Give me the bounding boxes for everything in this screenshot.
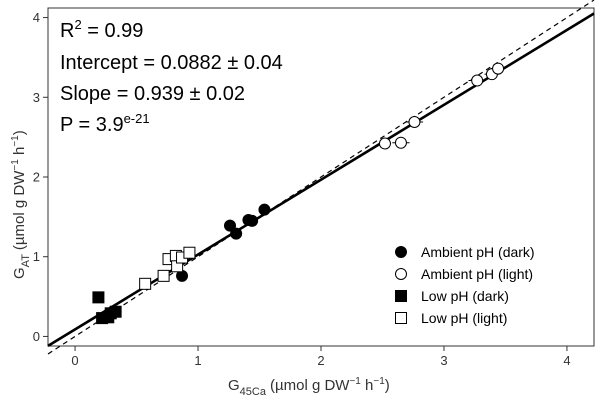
x-tick-label: 3 <box>440 353 447 368</box>
legend-label-lowph-light: Low pH (light) <box>421 310 507 326</box>
x-axis-title: G45Ca (µmol g DW−1 h−1) <box>228 376 390 398</box>
point-low-ph-dark <box>109 305 122 318</box>
points-layer <box>92 62 506 325</box>
r2-text: R2 = 0.99 <box>60 17 143 42</box>
reference-line-1to1 <box>47 0 595 355</box>
x-tick-label: 0 <box>71 353 78 368</box>
y-tick-label: 4 <box>33 10 40 25</box>
y-tick-label: 2 <box>33 170 40 185</box>
point-ambient-ph-light <box>492 62 505 75</box>
legend-marker-ambient-dark <box>395 246 407 258</box>
legend-marker-lowph-light <box>395 312 407 324</box>
ticks-layer: 0 1 2 3 4 0 1 2 3 4 <box>33 10 571 368</box>
legend-label-ambient-dark: Ambient pH (dark) <box>421 244 535 260</box>
x-tick-label: 4 <box>563 353 570 368</box>
x-tick-label: 2 <box>317 353 324 368</box>
point-low-ph-light <box>183 246 196 259</box>
p-value-text: P = 3.9e-21 <box>60 111 150 136</box>
y-tick-label: 3 <box>33 90 40 105</box>
point-low-ph-dark <box>92 291 105 304</box>
legend-marker-ambient-light <box>395 268 407 280</box>
y-tick-label: 0 <box>33 329 40 344</box>
point-ambient-ph-dark <box>258 203 271 216</box>
legend-marker-lowph-dark <box>395 290 407 302</box>
stats-annotation: R2 = 0.99 Intercept = 0.0882 ± 0.04 Slop… <box>60 17 283 136</box>
point-low-ph-light <box>139 277 152 290</box>
y-tick-label: 1 <box>33 249 40 264</box>
legend: Ambient pH (dark) Ambient pH (light) Low… <box>395 244 535 326</box>
point-ambient-ph-dark <box>224 219 236 232</box>
point-ambient-ph-dark <box>246 214 259 227</box>
point-low-ph-light <box>157 269 170 282</box>
x-tick-label: 1 <box>194 353 201 368</box>
slope-text: Slope = 0.939 ± 0.02 <box>60 83 245 105</box>
point-ambient-ph-light <box>394 136 407 149</box>
point-ambient-ph-dark <box>230 227 243 240</box>
point-ambient-ph-light <box>378 137 391 150</box>
point-ambient-ph-light <box>471 74 484 87</box>
legend-label-ambient-light: Ambient pH (light) <box>421 266 533 282</box>
legend-label-lowph-dark: Low pH (dark) <box>421 288 509 304</box>
point-ambient-ph-light <box>408 115 421 128</box>
y-axis-title: GAT(µmol g DW−1 h−1) <box>10 130 32 279</box>
intercept-text: Intercept = 0.0882 ± 0.04 <box>60 52 283 74</box>
